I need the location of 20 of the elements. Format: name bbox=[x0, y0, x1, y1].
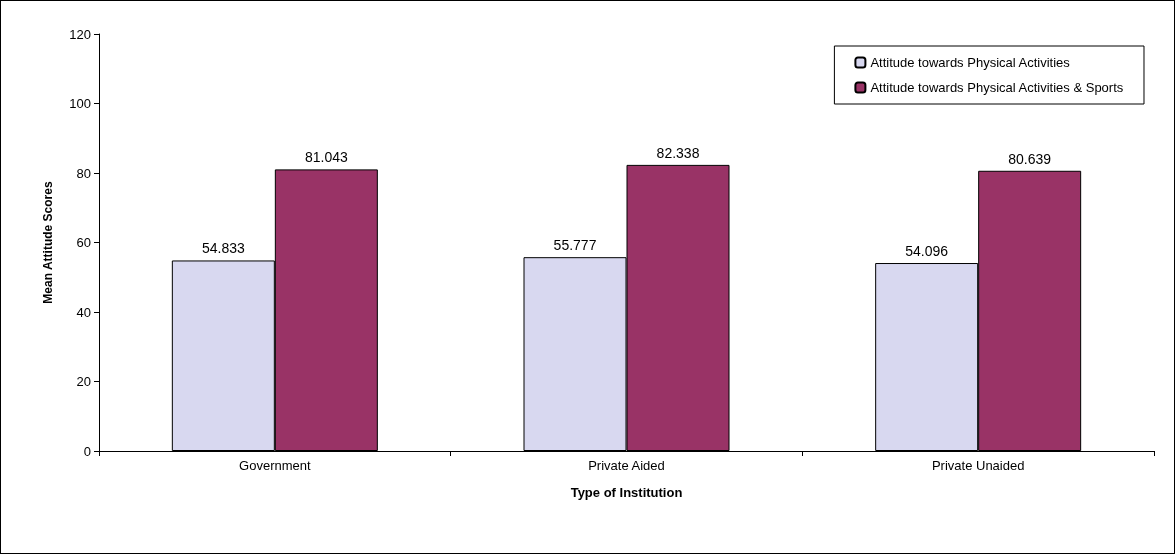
y-tick-label: 100 bbox=[69, 96, 91, 111]
legend-label: Attitude towards Physical Activities & Sports bbox=[870, 80, 1124, 95]
data-label: 55.777 bbox=[553, 237, 597, 254]
data-label: 82.338 bbox=[656, 144, 700, 161]
y-tick-label: 80 bbox=[76, 165, 91, 181]
x-tick-label: Government bbox=[239, 458, 311, 473]
data-label: 80.639 bbox=[1008, 150, 1052, 167]
y-tick-label: 40 bbox=[76, 304, 91, 320]
data-label: 54.096 bbox=[905, 243, 949, 260]
x-tick-label: Private Aided bbox=[588, 458, 665, 473]
y-tick-label: 0 bbox=[83, 443, 91, 459]
y-tick-label: 60 bbox=[76, 235, 91, 250]
y-tick-label: 20 bbox=[76, 374, 91, 389]
data-label: 81.043 bbox=[304, 149, 348, 166]
data-label: 54.833 bbox=[201, 240, 245, 257]
x-axis-title: Type of Institution bbox=[570, 485, 683, 500]
x-tick-label: Private Unaided bbox=[931, 458, 1025, 473]
legend-label: Attitude towards Physical Activities bbox=[870, 55, 1071, 70]
y-tick-label: 120 bbox=[69, 26, 91, 42]
y-axis-title: Mean Attitude Scores bbox=[41, 181, 55, 304]
